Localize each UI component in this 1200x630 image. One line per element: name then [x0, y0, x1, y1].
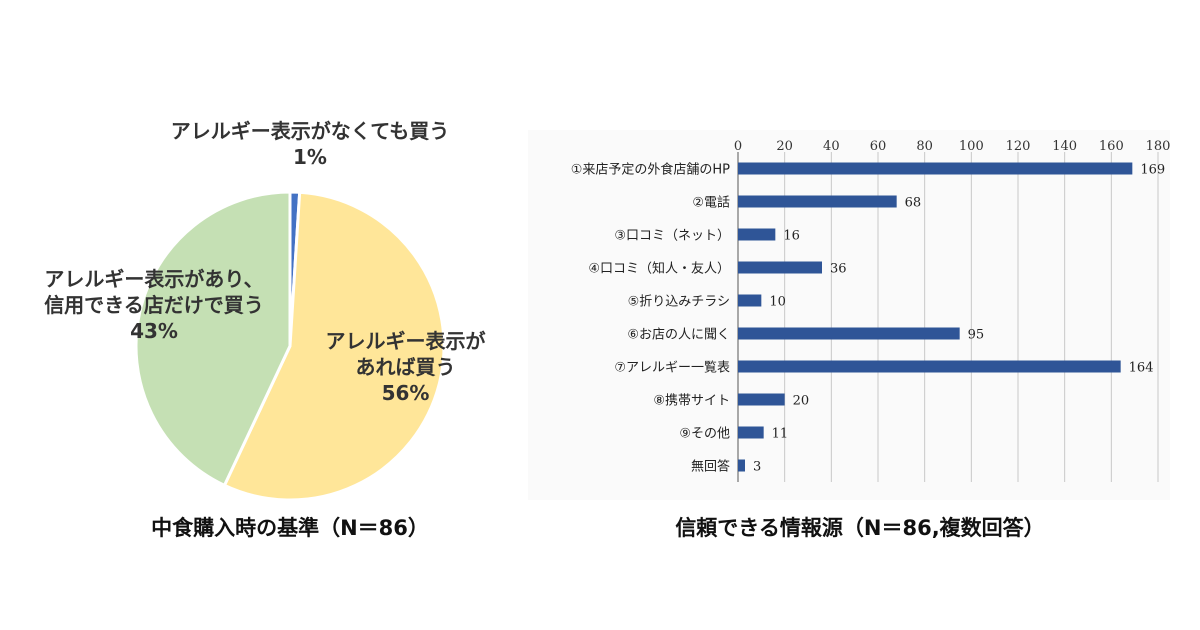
pie-slice-with-display: [222, 190, 446, 502]
category-label: ②電話: [692, 195, 730, 211]
bar: [738, 360, 1121, 373]
x-tick-label: 0: [734, 139, 742, 154]
bar: [738, 261, 822, 274]
bar-chart-title: 信頼できる情報源（N＝86,複数回答）: [675, 516, 1045, 540]
pie-chart-title: 中食購入時の基準（N＝86）: [151, 516, 429, 540]
bar-chart-panel: [528, 130, 1170, 500]
bar: [738, 195, 897, 208]
bar-value-label: 10: [769, 295, 786, 310]
x-tick-label: 160: [1099, 139, 1124, 154]
category-label: ①来店予定の外食店舗のHP: [571, 162, 730, 178]
category-label: ④口コミ（知人・友人）: [588, 261, 730, 277]
bar-value-label: 164: [1129, 361, 1154, 376]
x-tick-label: 120: [1006, 139, 1031, 154]
pie-chart: [134, 190, 446, 502]
bar: [738, 459, 745, 472]
bar-value-label: 3: [753, 460, 761, 475]
category-label: ⑥お店の人に聞く: [627, 328, 730, 343]
category-label: ⑤折り込みチラシ: [628, 295, 730, 310]
category-label: ⑧携帯サイト: [653, 393, 730, 409]
bar: [738, 162, 1133, 175]
x-tick-label: 140: [1052, 139, 1077, 154]
x-tick-label: 60: [870, 139, 887, 154]
x-tick-label: 100: [959, 139, 984, 154]
category-label: ⑦アレルギー一覧表: [614, 360, 730, 376]
category-label: ⑨その他: [679, 427, 730, 442]
pie-label-trusted-store: アレルギー表示があり、 信用できる店だけで買う 43%: [44, 267, 264, 343]
bar: [738, 228, 776, 241]
x-tick-label: 40: [823, 139, 840, 154]
bar: [738, 327, 960, 340]
pie-label-with-display: アレルギー表示が あれば買う 56%: [325, 329, 486, 405]
x-tick-label: 180: [1146, 139, 1170, 154]
pie-slice-trusted-store: [134, 190, 292, 488]
bar-value-label: 20: [793, 394, 810, 409]
bar-value-label: 95: [968, 328, 985, 343]
bar-value-label: 36: [830, 262, 847, 277]
bar-value-label: 11: [772, 427, 789, 442]
bar-value-label: 169: [1140, 163, 1165, 178]
pie-label-no-display: アレルギー表示がなくても買う 1%: [170, 119, 450, 169]
category-label: 無回答: [691, 459, 730, 475]
category-label: ③口コミ（ネット）: [614, 229, 730, 244]
x-tick-label: 20: [776, 139, 793, 154]
bar-value-label: 16: [783, 229, 800, 244]
bar: [738, 393, 785, 406]
bar: [738, 294, 762, 307]
x-tick-label: 80: [916, 139, 933, 154]
bar: [738, 426, 764, 439]
bar-value-label: 68: [905, 196, 922, 211]
